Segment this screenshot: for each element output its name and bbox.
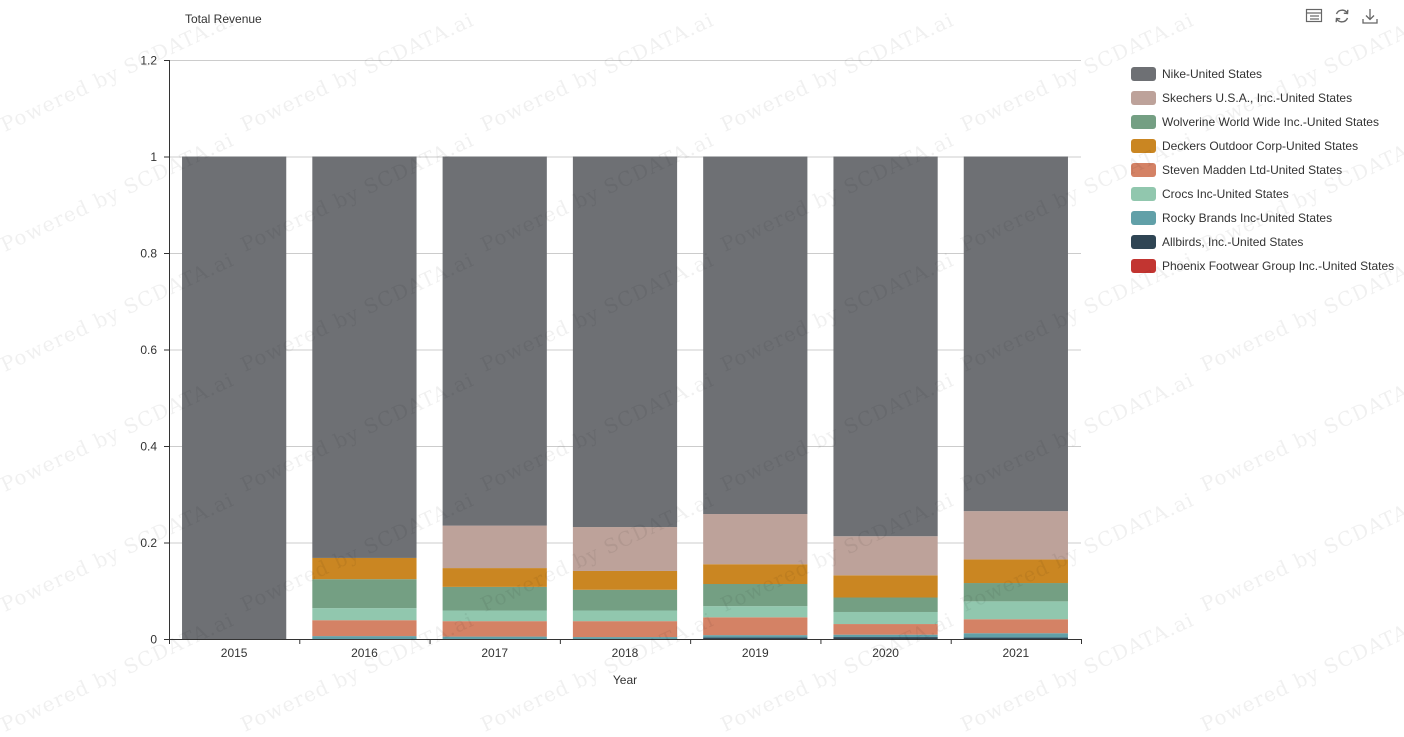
- bar-segment[interactable]: [312, 557, 417, 580]
- legend-swatch: [1131, 187, 1156, 201]
- y-tick-label: 1: [150, 150, 157, 164]
- x-tick-label: 2015: [221, 646, 248, 660]
- x-tick-label: 2016: [351, 646, 378, 660]
- x-tick-label: 2019: [742, 646, 769, 660]
- legend-label: Phoenix Footwear Group Inc.-United State…: [1162, 259, 1395, 273]
- legend-label: Nike-United States: [1162, 67, 1263, 81]
- legend-swatch: [1131, 211, 1156, 225]
- legend-label: Deckers Outdoor Corp-United States: [1162, 139, 1359, 153]
- y-tick-label: 0.2: [140, 536, 157, 550]
- bar-segment[interactable]: [572, 570, 678, 590]
- bar-segment[interactable]: [442, 636, 547, 639]
- bar-segment[interactable]: [963, 559, 1068, 584]
- bar-segment[interactable]: [833, 156, 938, 537]
- bar-segment[interactable]: [312, 636, 417, 639]
- bar-segment[interactable]: [703, 635, 808, 638]
- bar-segment[interactable]: [963, 619, 1068, 634]
- x-tick-label: 2020: [872, 646, 899, 660]
- legend-swatch: [1131, 115, 1156, 129]
- restore-icon[interactable]: [1332, 6, 1352, 26]
- y-tick-label: 0.8: [140, 247, 157, 261]
- bar-segment[interactable]: [312, 620, 417, 637]
- bar-segment[interactable]: [572, 156, 678, 528]
- bar-segment[interactable]: [963, 511, 1068, 560]
- legend-swatch: [1131, 67, 1156, 81]
- x-tick-label: 2018: [612, 646, 639, 660]
- bar-segment[interactable]: [963, 156, 1068, 512]
- bar-segment[interactable]: [572, 610, 678, 622]
- legend-label: Skechers U.S.A., Inc.-United States: [1162, 91, 1353, 105]
- y-tick-label: 0.4: [140, 440, 157, 454]
- data-view-icon[interactable]: [1304, 6, 1324, 26]
- bar-segment[interactable]: [572, 637, 678, 639]
- bar-segment[interactable]: [703, 583, 808, 607]
- y-tick-label: 0: [150, 633, 157, 647]
- legend-label: Rocky Brands Inc-United States: [1162, 211, 1333, 225]
- bar-segment[interactable]: [963, 633, 1068, 638]
- y-tick-label: 0.6: [140, 343, 157, 357]
- legend-item[interactable]: Steven Madden Ltd-United States: [1131, 158, 1394, 182]
- x-axis-title: Year: [613, 673, 637, 687]
- legend-item[interactable]: Nike-United States: [1131, 62, 1394, 86]
- legend-item[interactable]: Phoenix Footwear Group Inc.-United State…: [1131, 254, 1394, 278]
- bar-segment[interactable]: [442, 156, 547, 526]
- save-image-icon[interactable]: [1360, 6, 1380, 26]
- bar-segment[interactable]: [703, 637, 808, 639]
- bar-segment[interactable]: [963, 583, 1068, 602]
- bar-segment[interactable]: [703, 617, 808, 636]
- bar-segment[interactable]: [703, 606, 808, 618]
- bar-segment[interactable]: [833, 597, 938, 612]
- legend-swatch: [1131, 163, 1156, 177]
- bar-segment[interactable]: [442, 610, 547, 622]
- legend-item[interactable]: Deckers Outdoor Corp-United States: [1131, 134, 1394, 158]
- bar-segment[interactable]: [182, 156, 287, 640]
- bar-segment[interactable]: [703, 156, 808, 515]
- legend-item[interactable]: Crocs Inc-United States: [1131, 182, 1394, 206]
- legend: Nike-United States Skechers U.S.A., Inc.-…: [1131, 62, 1394, 278]
- bar-segment[interactable]: [833, 624, 938, 635]
- bar-segment[interactable]: [442, 568, 547, 587]
- bar-segment[interactable]: [833, 634, 938, 638]
- chart-area: 0 0.2 0.4 0.6 0.8 1 1.2 2015 2016 2017 2018 2019 202…: [140, 54, 1082, 687]
- bar-segment[interactable]: [833, 536, 938, 576]
- y-tick-label: 1.2: [140, 54, 157, 68]
- legend-swatch: [1131, 235, 1156, 249]
- bar-segment[interactable]: [572, 527, 678, 571]
- legend-item[interactable]: Wolverine World Wide Inc.-United States: [1131, 110, 1394, 134]
- x-tick-label: 2021: [1003, 646, 1030, 660]
- x-tick-label: 2017: [481, 646, 508, 660]
- y-axis-title: Total Revenue: [185, 12, 262, 26]
- bar-segment[interactable]: [312, 156, 417, 558]
- legend-item[interactable]: Allbirds, Inc.-United States: [1131, 230, 1394, 254]
- toolbox: [1304, 6, 1380, 26]
- bar-segment[interactable]: [442, 586, 547, 611]
- bar-segment[interactable]: [442, 621, 547, 637]
- legend-item[interactable]: Rocky Brands Inc-United States: [1131, 206, 1394, 230]
- bar-segment[interactable]: [963, 601, 1068, 620]
- bar-segment[interactable]: [703, 514, 808, 565]
- bar-segment[interactable]: [703, 564, 808, 584]
- legend-label: Crocs Inc-United States: [1162, 187, 1289, 201]
- legend-swatch: [1131, 139, 1156, 153]
- bar-segment[interactable]: [833, 637, 938, 639]
- bar-segment[interactable]: [572, 621, 678, 638]
- legend-label: Allbirds, Inc.-United States: [1162, 235, 1304, 249]
- legend-swatch: [1131, 91, 1156, 105]
- bar-segment[interactable]: [572, 589, 678, 611]
- legend-swatch: [1131, 259, 1156, 273]
- legend-label: Steven Madden Ltd-United States: [1162, 163, 1343, 177]
- bar-segment[interactable]: [442, 525, 547, 569]
- bar-segment[interactable]: [833, 575, 938, 598]
- bar-segment[interactable]: [963, 637, 1068, 639]
- bar-segment[interactable]: [312, 608, 417, 621]
- bar-segment[interactable]: [312, 579, 417, 609]
- bar-segment[interactable]: [833, 611, 938, 625]
- legend-item[interactable]: Skechers U.S.A., Inc.-United States: [1131, 86, 1394, 110]
- legend-label: Wolverine World Wide Inc.-United States: [1162, 115, 1379, 129]
